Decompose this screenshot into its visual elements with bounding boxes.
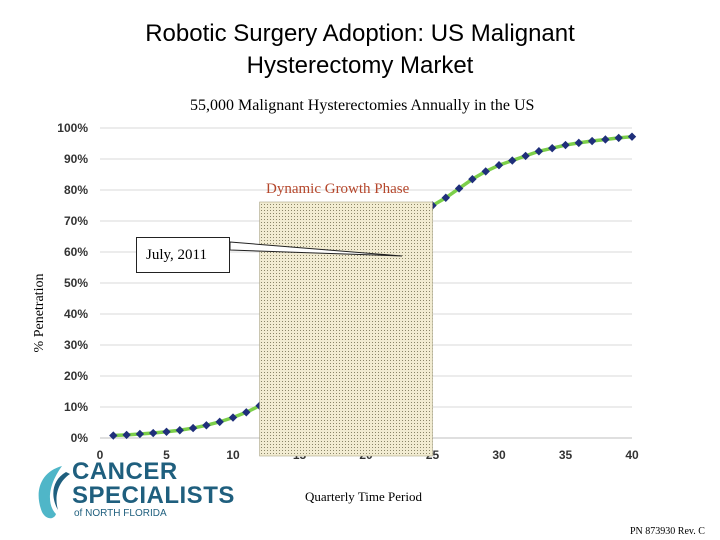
data-point — [109, 431, 118, 440]
x-tick-label: 35 — [559, 448, 573, 462]
growth-phase-label: Dynamic Growth Phase — [266, 181, 410, 197]
data-point — [215, 417, 224, 427]
data-point — [441, 193, 450, 202]
data-point — [135, 429, 145, 439]
callout-box: July, 2011 — [136, 237, 230, 273]
chart-subtitle: 55,000 Malignant Hysterectomies Annually… — [190, 97, 535, 114]
revision-number: PN 873930 Rev. C — [630, 526, 705, 537]
y-tick-label: 60% — [64, 245, 88, 259]
x-axis-label: Quarterly Time Period — [305, 489, 422, 504]
y-tick-label: 30% — [64, 338, 88, 352]
x-tick-label: 10 — [226, 448, 240, 462]
y-tick-label: 40% — [64, 307, 88, 321]
y-tick-label: 100% — [57, 121, 88, 135]
y-tick-label: 10% — [64, 400, 88, 414]
data-point — [521, 151, 530, 161]
chart-title: Robotic Surgery Adoption: US Malignant H… — [0, 18, 720, 82]
y-tick-label: 90% — [64, 152, 88, 166]
y-tick-label: 70% — [64, 214, 88, 228]
data-point — [162, 427, 171, 436]
data-point — [534, 147, 544, 156]
data-point — [242, 408, 251, 417]
data-point — [627, 132, 637, 141]
x-tick-label: 5 — [163, 448, 170, 462]
x-tick-label: 30 — [492, 448, 506, 462]
y-axis-label: % Penetration — [32, 273, 47, 353]
y-tick-label: 80% — [64, 183, 88, 197]
logo-swoosh-icon — [38, 466, 70, 519]
data-point — [574, 138, 583, 148]
x-tick-label: 40 — [625, 448, 639, 462]
data-point — [228, 413, 238, 422]
data-point — [122, 430, 131, 440]
data-point — [561, 140, 570, 150]
data-point — [175, 426, 184, 435]
y-tick-label: 0% — [71, 431, 89, 445]
logo-text-cancer: CANCER — [72, 458, 178, 485]
data-point — [548, 143, 557, 153]
title-line-2: Hysterectomy Market — [246, 52, 474, 79]
data-point — [202, 421, 211, 430]
x-tick-label: 0 — [97, 448, 104, 462]
y-tick-label: 50% — [64, 276, 88, 290]
logo-text-specialists: SPECIALISTS — [72, 482, 235, 509]
callout-leader — [229, 241, 403, 257]
data-point — [454, 184, 464, 193]
data-point — [614, 133, 623, 143]
data-point — [481, 167, 490, 176]
title-line-1: Robotic Surgery Adoption: US Malignant — [145, 20, 575, 47]
data-point — [468, 174, 477, 184]
data-point — [149, 428, 158, 438]
y-tick-label: 20% — [64, 369, 88, 383]
data-point — [587, 136, 597, 146]
data-point — [508, 156, 517, 165]
data-point — [188, 423, 198, 433]
data-point — [494, 161, 504, 170]
data-point — [601, 135, 610, 144]
callout-label: July, 2011 — [146, 247, 207, 263]
logo-text-location: of NORTH FLORIDA — [74, 508, 167, 519]
growth-phase-region — [259, 201, 433, 457]
company-logo: CANCER SPECIALISTS of NORTH FLORIDA — [32, 458, 234, 520]
